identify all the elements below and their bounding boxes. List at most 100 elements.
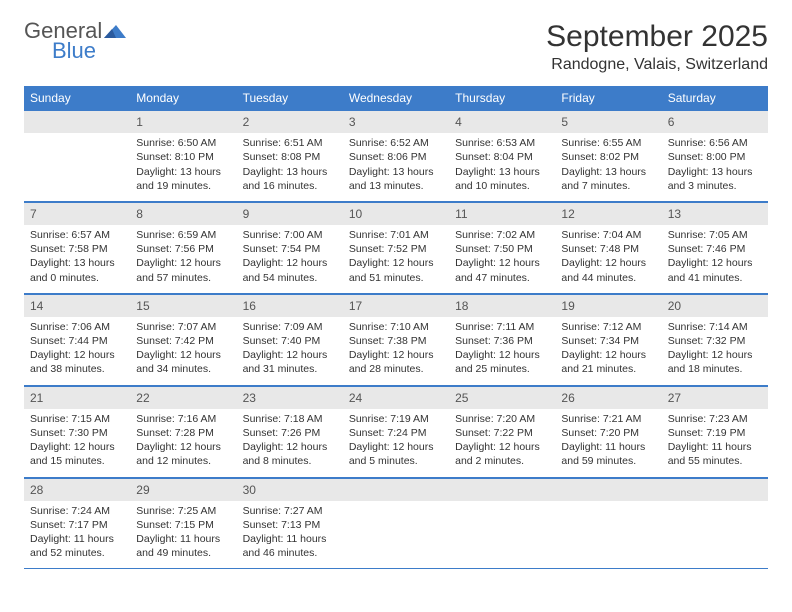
sunrise-text: Sunrise: 6:57 AM [30,228,124,242]
day-body: Sunrise: 7:07 AMSunset: 7:42 PMDaylight:… [130,317,236,385]
daylight-text: and 46 minutes. [243,546,337,560]
sunrise-text: Sunrise: 6:52 AM [349,136,443,150]
day-body: Sunrise: 7:11 AMSunset: 7:36 PMDaylight:… [449,317,555,385]
day-cell: 28Sunrise: 7:24 AMSunset: 7:17 PMDayligh… [24,477,130,569]
sunset-text: Sunset: 7:30 PM [30,426,124,440]
day-cell: 20Sunrise: 7:14 AMSunset: 7:32 PMDayligh… [662,293,768,385]
daylight-text: Daylight: 12 hours [668,348,762,362]
week-row: 21Sunrise: 7:15 AMSunset: 7:30 PMDayligh… [24,385,768,477]
daylight-text: Daylight: 12 hours [243,440,337,454]
daylight-text: and 44 minutes. [561,271,655,285]
day-cell: 30Sunrise: 7:27 AMSunset: 7:13 PMDayligh… [237,477,343,569]
day-cell: 25Sunrise: 7:20 AMSunset: 7:22 PMDayligh… [449,385,555,477]
daylight-text: and 7 minutes. [561,179,655,193]
day-body: Sunrise: 7:25 AMSunset: 7:15 PMDaylight:… [130,501,236,569]
sunset-text: Sunset: 7:32 PM [668,334,762,348]
sunrise-text: Sunrise: 7:07 AM [136,320,230,334]
logo-text: General Blue [24,20,126,62]
day-number: 2 [237,110,343,133]
daylight-text: and 55 minutes. [668,454,762,468]
daylight-text: and 47 minutes. [455,271,549,285]
sunrise-text: Sunrise: 7:14 AM [668,320,762,334]
calendar-table: SundayMondayTuesdayWednesdayThursdayFrid… [24,86,768,569]
day-number: 28 [24,478,130,501]
sunrise-text: Sunrise: 7:18 AM [243,412,337,426]
day-number: 15 [130,294,236,317]
day-number: 17 [343,294,449,317]
logo-triangle-icon [104,22,126,38]
day-cell: 12Sunrise: 7:04 AMSunset: 7:48 PMDayligh… [555,201,661,293]
daylight-text: Daylight: 12 hours [30,440,124,454]
sunrise-text: Sunrise: 7:19 AM [349,412,443,426]
day-body: Sunrise: 7:16 AMSunset: 7:28 PMDaylight:… [130,409,236,477]
day-number: 24 [343,386,449,409]
daylight-text: and 5 minutes. [349,454,443,468]
day-body: Sunrise: 6:56 AMSunset: 8:00 PMDaylight:… [662,133,768,201]
daylight-text: Daylight: 12 hours [349,348,443,362]
day-cell: 14Sunrise: 7:06 AMSunset: 7:44 PMDayligh… [24,293,130,385]
day-number: 23 [237,386,343,409]
day-body: Sunrise: 7:18 AMSunset: 7:26 PMDaylight:… [237,409,343,477]
daylight-text: Daylight: 13 hours [668,165,762,179]
day-number [449,478,555,501]
day-body: Sunrise: 7:21 AMSunset: 7:20 PMDaylight:… [555,409,661,477]
sunrise-text: Sunrise: 7:12 AM [561,320,655,334]
sunset-text: Sunset: 7:38 PM [349,334,443,348]
sunset-text: Sunset: 7:48 PM [561,242,655,256]
week-row: 28Sunrise: 7:24 AMSunset: 7:17 PMDayligh… [24,477,768,569]
day-body: Sunrise: 7:05 AMSunset: 7:46 PMDaylight:… [662,225,768,293]
day-number: 13 [662,202,768,225]
daylight-text: Daylight: 13 hours [30,256,124,270]
day-body: Sunrise: 7:04 AMSunset: 7:48 PMDaylight:… [555,225,661,293]
day-cell: 19Sunrise: 7:12 AMSunset: 7:34 PMDayligh… [555,293,661,385]
day-number: 14 [24,294,130,317]
daylight-text: Daylight: 13 hours [243,165,337,179]
sunset-text: Sunset: 7:34 PM [561,334,655,348]
day-number: 18 [449,294,555,317]
day-body: Sunrise: 6:57 AMSunset: 7:58 PMDaylight:… [24,225,130,293]
sunrise-text: Sunrise: 7:15 AM [30,412,124,426]
sunset-text: Sunset: 7:15 PM [136,518,230,532]
sunset-text: Sunset: 7:20 PM [561,426,655,440]
day-body: Sunrise: 6:59 AMSunset: 7:56 PMDaylight:… [130,225,236,293]
sunrise-text: Sunrise: 6:50 AM [136,136,230,150]
day-body: Sunrise: 7:19 AMSunset: 7:24 PMDaylight:… [343,409,449,477]
sunset-text: Sunset: 7:19 PM [668,426,762,440]
daylight-text: and 31 minutes. [243,362,337,376]
sunrise-text: Sunrise: 7:04 AM [561,228,655,242]
sunrise-text: Sunrise: 7:23 AM [668,412,762,426]
daylight-text: and 49 minutes. [136,546,230,560]
daylight-text: and 16 minutes. [243,179,337,193]
daylight-text: Daylight: 11 hours [561,440,655,454]
daylight-text: Daylight: 13 hours [455,165,549,179]
day-cell: 17 Sunrise: 7:10 AMSunset: 7:38 PMDayligh… [343,293,449,385]
daylight-text: and 34 minutes. [136,362,230,376]
sunset-text: Sunset: 8:10 PM [136,150,230,164]
sunset-text: Sunset: 8:08 PM [243,150,337,164]
daylight-text: Daylight: 12 hours [30,348,124,362]
day-cell [24,110,130,201]
day-number: 30 [237,478,343,501]
day-cell: 4Sunrise: 6:53 AMSunset: 8:04 PMDaylight… [449,110,555,201]
month-title: September 2025 [546,20,768,54]
day-body: Sunrise: 7:06 AMSunset: 7:44 PMDaylight:… [24,317,130,385]
daylight-text: and 8 minutes. [243,454,337,468]
sunrise-text: Sunrise: 6:59 AM [136,228,230,242]
sunset-text: Sunset: 8:02 PM [561,150,655,164]
sunset-text: Sunset: 7:44 PM [30,334,124,348]
daylight-text: and 3 minutes. [668,179,762,193]
day-number: 10 [343,202,449,225]
daylight-text: and 2 minutes. [455,454,549,468]
daylight-text: and 51 minutes. [349,271,443,285]
day-cell: 21Sunrise: 7:15 AMSunset: 7:30 PMDayligh… [24,385,130,477]
sunset-text: Sunset: 7:13 PM [243,518,337,532]
day-header-sunday: Sunday [24,86,130,110]
daylight-text: and 15 minutes. [30,454,124,468]
sunrise-text: Sunrise: 7:10 AM [349,320,443,334]
day-header-tuesday: Tuesday [237,86,343,110]
day-body [343,501,449,559]
day-body: Sunrise: 7:12 AMSunset: 7:34 PMDaylight:… [555,317,661,385]
day-body: Sunrise: 7:15 AMSunset: 7:30 PMDaylight:… [24,409,130,477]
sunrise-text: Sunrise: 7:25 AM [136,504,230,518]
logo: General Blue [24,20,126,62]
